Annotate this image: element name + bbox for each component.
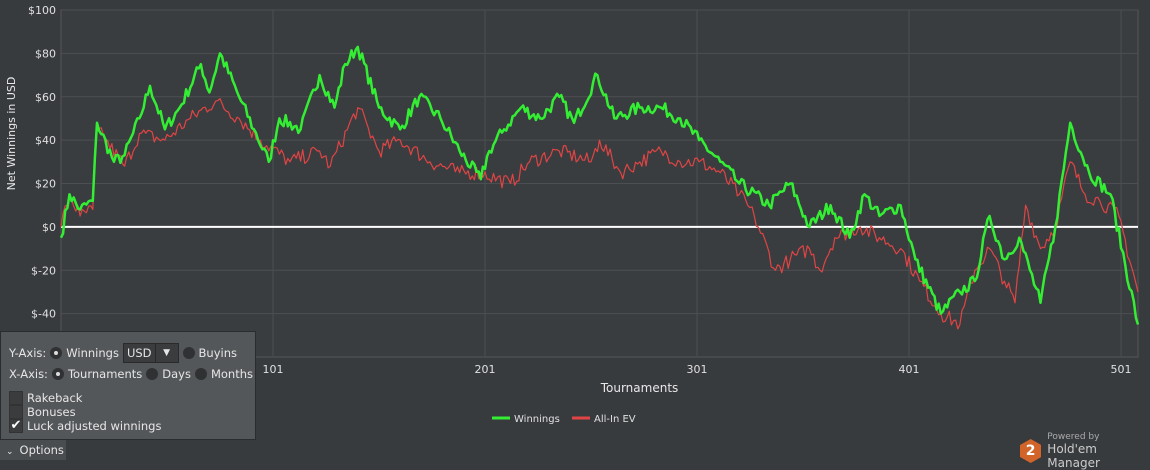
y-tick-label: $80 bbox=[35, 47, 56, 60]
months-label: Months bbox=[210, 367, 254, 381]
chevron-down-icon[interactable]: ▼ bbox=[154, 344, 178, 362]
rakeback-checkbox[interactable] bbox=[9, 391, 23, 405]
days-radio[interactable] bbox=[146, 368, 159, 380]
x-tick-label: 101 bbox=[263, 363, 284, 376]
rakeback-label: Rakeback bbox=[27, 391, 83, 405]
y-tick-label: $20 bbox=[35, 178, 56, 191]
bonuses-checkbox[interactable] bbox=[9, 405, 23, 419]
options-panel: Y-Axis: Winnings USD ▼ Buyins X-Axis: Tou… bbox=[0, 331, 256, 440]
series-line-all-in-ev bbox=[60, 98, 1139, 330]
y-tick-label: $0 bbox=[42, 221, 56, 234]
winnings-radio[interactable] bbox=[50, 347, 63, 359]
chevron-down-icon: ⌄ bbox=[6, 447, 14, 457]
y-tick-label: $-40 bbox=[31, 308, 56, 321]
xaxis-label: X-Axis: bbox=[9, 367, 48, 381]
luck-checkbox[interactable]: ✔ bbox=[9, 418, 23, 433]
luck-label: Luck adjusted winnings bbox=[27, 419, 162, 433]
options-toggle[interactable]: ⌄ Options bbox=[0, 440, 66, 460]
bonuses-label: Bonuses bbox=[27, 405, 76, 419]
legend-label: Winnings bbox=[514, 414, 560, 425]
y-tick-label: $100 bbox=[28, 4, 56, 17]
x-tick-label: 401 bbox=[899, 363, 920, 376]
brand-name: Hold'em Manager bbox=[1047, 442, 1100, 470]
buyins-label: Buyins bbox=[198, 346, 238, 360]
buyins-radio[interactable] bbox=[182, 347, 195, 359]
tournaments-radio[interactable] bbox=[51, 368, 64, 380]
chart: $100 $80 $60 $40 $20 $0 $-20 $-40 101 201 301 401 50… bbox=[5, 4, 1140, 425]
x-tick-label: 301 bbox=[687, 363, 708, 376]
currency-select[interactable]: USD ▼ bbox=[122, 343, 179, 363]
y-tick-label: $40 bbox=[35, 134, 56, 147]
months-radio[interactable] bbox=[194, 368, 207, 380]
x-tick-label: 501 bbox=[1111, 363, 1132, 376]
yaxis-label: Y-Axis: bbox=[9, 346, 47, 360]
tournaments-label: Tournaments bbox=[67, 367, 143, 381]
x-tick-label: 201 bbox=[475, 363, 496, 376]
y-tick-label: $60 bbox=[35, 91, 56, 104]
winnings-label: Winnings bbox=[66, 346, 119, 360]
brand-logo: 2 Powered by Hold'em Manager bbox=[1020, 432, 1150, 470]
options-toggle-label: Options bbox=[19, 443, 64, 457]
y-axis-title: Net Winnings in USD bbox=[5, 77, 18, 191]
currency-value: USD bbox=[126, 346, 152, 360]
x-axis-title: Tournaments bbox=[600, 381, 679, 395]
hm2-logo-icon: 2 bbox=[1020, 439, 1042, 463]
y-tick-label: $-20 bbox=[31, 264, 56, 277]
days-label: Days bbox=[162, 367, 191, 381]
powered-by: Powered by bbox=[1047, 432, 1100, 442]
series-line-winnings bbox=[59, 45, 1140, 325]
legend-label: All-In EV bbox=[594, 414, 636, 425]
